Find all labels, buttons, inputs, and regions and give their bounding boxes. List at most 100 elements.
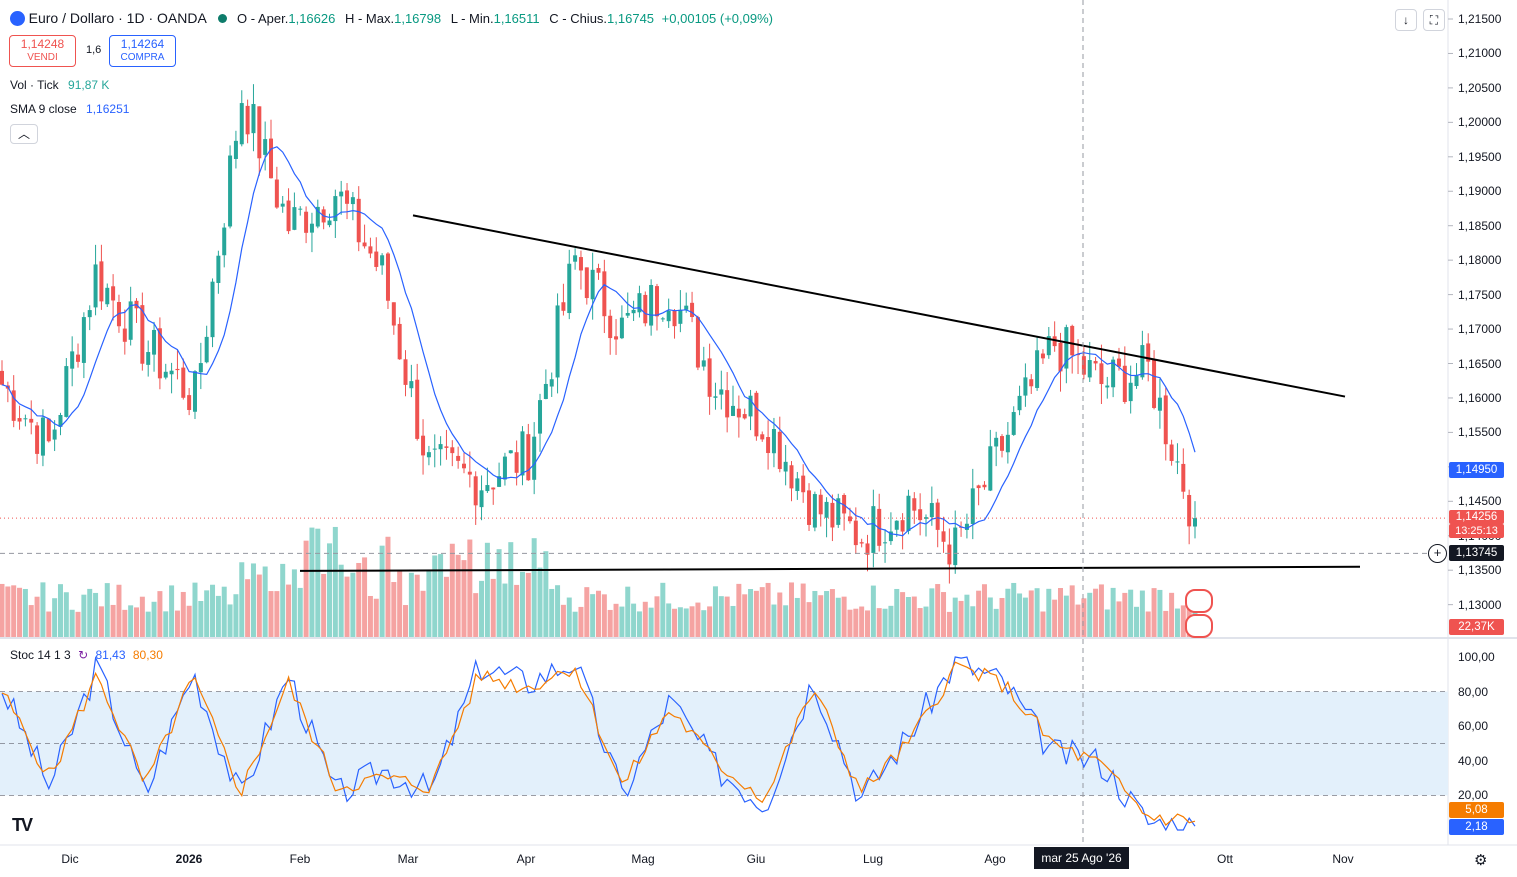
volume-bar <box>479 580 485 637</box>
candle-body <box>409 381 414 389</box>
volume-bar <box>1005 588 1011 637</box>
candle-body <box>707 358 712 397</box>
volume-bar <box>759 587 765 637</box>
candle-body <box>245 105 250 135</box>
volume-bar <box>1145 611 1151 637</box>
volume-bar <box>0 583 5 637</box>
stoch-k-value: 81,43 <box>95 648 126 662</box>
candle-body <box>947 544 952 565</box>
download-button[interactable]: ↓ <box>1395 9 1417 31</box>
volume-bar <box>215 595 221 637</box>
volume-bar <box>923 606 929 637</box>
eu-event-flag-icon[interactable] <box>1185 614 1213 638</box>
volume-bar <box>385 536 391 637</box>
volume-bar <box>221 586 227 637</box>
time-axis-label: Ago <box>984 852 1006 866</box>
candle-body <box>76 354 81 362</box>
candle-body <box>1146 343 1151 362</box>
candle-body <box>532 436 537 480</box>
buy-label: COMPRA <box>120 52 165 63</box>
volume-bar <box>987 597 993 637</box>
candle-body <box>1122 365 1127 402</box>
fullscreen-button[interactable]: ⛶ <box>1423 9 1445 31</box>
candle-body <box>1181 463 1186 492</box>
candle-body <box>701 360 706 367</box>
volume-bar <box>677 607 683 637</box>
volume-bar <box>239 562 245 637</box>
symbol-title[interactable]: Euro / Dollaro · 1D · OANDA <box>28 10 207 26</box>
volume-bar <box>584 587 590 637</box>
volume-bar <box>829 589 835 637</box>
price-axis-bg <box>1448 0 1517 877</box>
candle-body <box>304 211 309 233</box>
candle-body <box>339 191 344 197</box>
volume-bar <box>941 592 947 637</box>
volume-bar <box>104 583 110 637</box>
volume-bar <box>303 540 309 637</box>
candle-body <box>17 418 22 422</box>
candle-body <box>1169 444 1174 461</box>
candle-body <box>625 312 630 316</box>
volume-bar <box>952 597 958 637</box>
candle-body <box>508 450 513 454</box>
candle-body <box>1052 336 1057 347</box>
candle-body <box>187 395 192 410</box>
price-tick-label: 1,17500 <box>1458 287 1502 302</box>
volume-bar <box>724 596 730 637</box>
candle-body <box>397 323 402 360</box>
us-event-flag-icon[interactable] <box>1185 589 1213 613</box>
volume-bar <box>344 576 350 637</box>
candle-body <box>970 488 975 524</box>
candle-body <box>99 261 104 302</box>
volume-bar <box>508 542 514 637</box>
volume-bar <box>1075 604 1081 637</box>
sell-button[interactable]: 1,14248 VENDI <box>9 35 76 67</box>
candle-body <box>315 206 320 227</box>
volume-bar <box>350 572 356 637</box>
volume-bar <box>186 605 192 637</box>
volume-bar <box>935 584 941 637</box>
candle-body <box>105 287 110 305</box>
buy-button[interactable]: 1,14264 COMPRA <box>109 35 176 67</box>
volume-bar <box>414 574 420 637</box>
volume-bar <box>432 555 438 637</box>
candle-body <box>1064 327 1069 369</box>
fullscreen-icon: ⛶ <box>1429 13 1439 27</box>
candle-body <box>982 484 987 488</box>
candle-body <box>1152 359 1157 408</box>
volume-bar <box>1081 598 1087 637</box>
candle-body <box>502 456 507 480</box>
candle-body <box>871 506 876 553</box>
price-tick-label: 1,17000 <box>1458 322 1502 337</box>
candle-body <box>286 200 291 232</box>
add-alert-button[interactable]: + <box>1428 544 1447 563</box>
candle-body <box>421 435 426 456</box>
candle-body <box>853 520 858 546</box>
sma-legend[interactable]: SMA 9 close 1,16251 <box>10 102 129 116</box>
candle-body <box>1011 412 1016 435</box>
volume-bar <box>315 528 321 637</box>
price-tick-label: 1,20500 <box>1458 80 1502 95</box>
settings-gear-icon[interactable]: ⚙ <box>1474 852 1488 869</box>
candle-body <box>754 392 759 437</box>
candle-body <box>269 138 274 179</box>
volume-legend[interactable]: Vol · Tick 91,87 K <box>10 78 109 92</box>
volume-bar <box>742 594 748 637</box>
candle-body <box>807 490 812 525</box>
candle-body <box>929 503 934 518</box>
stoch-legend[interactable]: Stoc 14 1 3 ↻ 81,43 80,30 <box>10 648 163 662</box>
volume-bar <box>701 610 707 637</box>
volume-bar <box>321 573 327 637</box>
candle-body <box>1193 518 1197 527</box>
collapse-legend-button[interactable]: ︿ <box>10 124 38 144</box>
volume-bar <box>1063 595 1069 637</box>
candle-body <box>608 315 613 339</box>
candle-body <box>771 429 776 454</box>
volume-bar <box>1122 592 1128 637</box>
volume-bar <box>286 584 292 637</box>
volume-bar <box>192 582 198 637</box>
candle-body <box>380 255 385 266</box>
volume-bar <box>1087 592 1093 637</box>
refresh-icon[interactable]: ↻ <box>78 648 89 662</box>
